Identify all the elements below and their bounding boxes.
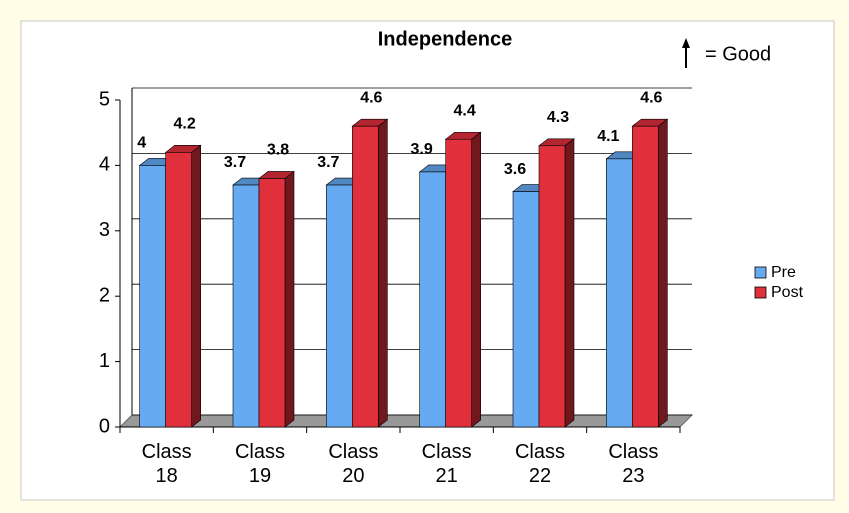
data-label: 3.7 bbox=[317, 154, 339, 171]
bar bbox=[232, 184, 260, 428]
data-label: 4.6 bbox=[360, 89, 382, 106]
y-tick-label: 4 bbox=[99, 154, 110, 176]
bar bbox=[445, 138, 472, 428]
data-label: 4.1 bbox=[597, 128, 619, 145]
legend-swatch bbox=[754, 286, 767, 299]
chart-title: Independence bbox=[378, 28, 512, 50]
y-tick-label: 3 bbox=[99, 219, 110, 241]
bar bbox=[606, 158, 633, 428]
data-label: 3.8 bbox=[267, 142, 289, 159]
bar bbox=[632, 125, 659, 428]
data-label: 4.4 bbox=[454, 102, 476, 119]
good-arrow-head bbox=[682, 38, 690, 48]
data-label: 4.6 bbox=[640, 89, 662, 106]
bar-side bbox=[191, 144, 201, 428]
data-label: 3.9 bbox=[411, 141, 433, 158]
bar bbox=[352, 125, 379, 428]
bar bbox=[419, 171, 446, 428]
bar bbox=[512, 191, 540, 428]
x-tick-label: Class 23 bbox=[608, 441, 659, 487]
bar-side bbox=[378, 118, 388, 428]
data-label: 3.7 bbox=[224, 154, 246, 171]
data-label: 3.6 bbox=[504, 161, 526, 178]
bar bbox=[538, 145, 566, 428]
bar-side bbox=[284, 170, 295, 428]
x-tick-label: Class 21 bbox=[421, 441, 472, 487]
x-tick-label: Class 19 bbox=[234, 441, 285, 487]
x-tick-label: Class 18 bbox=[141, 441, 192, 487]
legend-swatch bbox=[754, 266, 767, 279]
bar-side bbox=[658, 118, 668, 428]
data-label: 4.2 bbox=[174, 116, 196, 133]
bar-side bbox=[564, 138, 575, 428]
legend-label: Pre bbox=[771, 264, 796, 281]
bar bbox=[165, 152, 192, 428]
legend-label: Post bbox=[771, 284, 804, 301]
bar-side bbox=[471, 131, 481, 428]
data-label: 4.3 bbox=[547, 109, 569, 126]
x-tick-label: Class 20 bbox=[328, 441, 379, 487]
data-label: 4 bbox=[137, 135, 146, 152]
y-tick-label: 2 bbox=[99, 284, 110, 306]
y-tick-label: 5 bbox=[99, 88, 110, 110]
y-tick-label: 0 bbox=[99, 415, 110, 437]
bar bbox=[326, 184, 353, 428]
bar bbox=[139, 165, 166, 428]
x-tick-label: Class 22 bbox=[514, 441, 565, 487]
bar bbox=[258, 178, 286, 428]
annotation: = Good bbox=[705, 43, 771, 65]
y-tick-label: 1 bbox=[99, 350, 110, 372]
